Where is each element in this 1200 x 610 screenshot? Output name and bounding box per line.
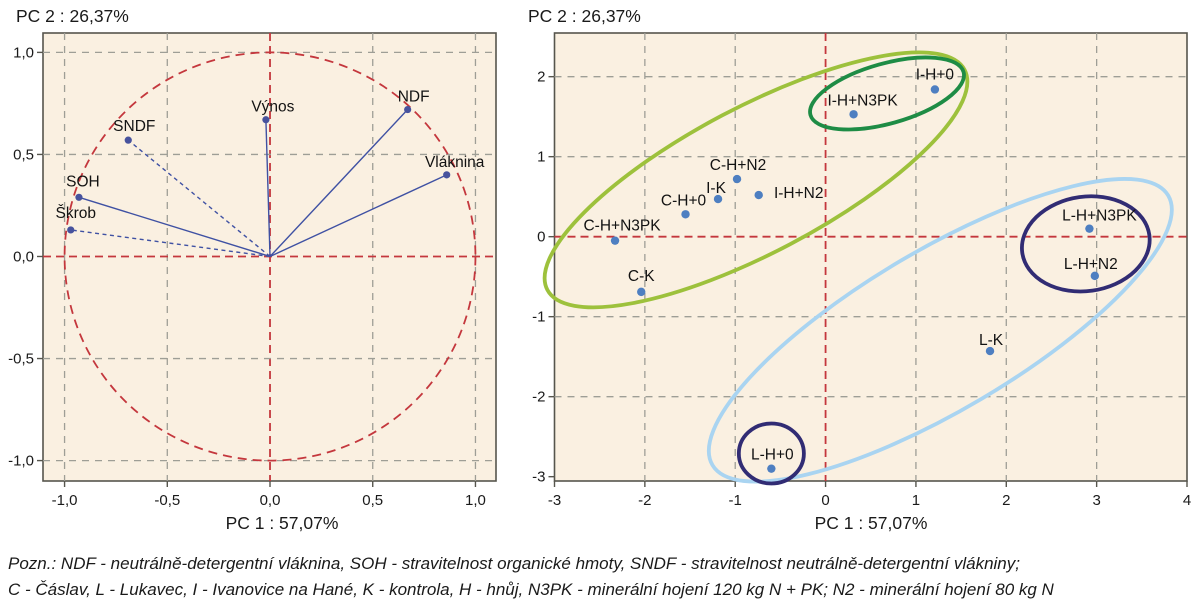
y-tick-label: -1 bbox=[532, 309, 545, 326]
variable-label-Výnos: Výnos bbox=[251, 99, 294, 116]
x-tick-label: -1,0 bbox=[52, 492, 78, 509]
sample-point-C-K bbox=[637, 287, 646, 297]
sample-label-L-K: L-K bbox=[979, 332, 1004, 349]
loadings-plot: -1,0 -0,5 0,0 0,5 1,0 1,0 0,5 0,0 -0,5 -1,0 Výnos N… bbox=[8, 32, 497, 509]
x-tick-label: -2 bbox=[638, 492, 651, 509]
variable-vector-SOH bbox=[78, 196, 271, 258]
right-plot-title: PC 2 : 26,37% bbox=[528, 6, 641, 26]
x-tick-label: 1 bbox=[912, 492, 920, 509]
x-tick-label: -0,5 bbox=[154, 492, 180, 509]
group-ellipse-navy-3 bbox=[1020, 194, 1152, 294]
sample-label-L-H+N2: L-H+N2 bbox=[1064, 256, 1118, 273]
sample-point-L-H+0 bbox=[767, 464, 776, 473]
sample-point-L-H+N3PK bbox=[1085, 224, 1094, 233]
sample-label-C-K: C-K bbox=[628, 268, 655, 285]
variable-point-Vláknina bbox=[443, 171, 451, 179]
group-ellipse-navy-4 bbox=[736, 421, 806, 486]
y-tick-label: -0,5 bbox=[8, 351, 34, 368]
variable-vector-Škrob bbox=[70, 229, 271, 258]
sample-point-I-H+0 bbox=[930, 85, 940, 94]
variable-label-SNDF: SNDF bbox=[113, 118, 155, 135]
sample-label-C-H+N3PK: C-H+N3PK bbox=[583, 218, 661, 235]
variable-vector-NDF bbox=[269, 109, 409, 257]
variable-label-Vláknina: Vláknina bbox=[425, 154, 485, 171]
x-tick-label: 3 bbox=[1092, 492, 1100, 509]
variable-point-SNDF bbox=[124, 136, 132, 144]
group-ellipse-dark_green-2 bbox=[808, 55, 966, 132]
y-tick-label: 0 bbox=[537, 229, 545, 246]
sample-label-I-K: I-K bbox=[706, 180, 726, 197]
y-tick-label: 0,5 bbox=[13, 146, 34, 163]
left-plot-xaxis-title: PC 1 : 57,07% bbox=[226, 513, 339, 533]
sample-point-I-H+N2 bbox=[754, 190, 763, 200]
sample-label-L-H+N3PK: L-H+N3PK bbox=[1062, 208, 1137, 225]
x-tick-label: -1 bbox=[729, 492, 742, 509]
y-tick-label: -2 bbox=[532, 389, 545, 406]
y-tick-label: 1 bbox=[537, 149, 545, 166]
variable-label-NDF: NDF bbox=[398, 89, 430, 106]
variable-vector-Vláknina bbox=[269, 174, 447, 258]
right-plot-xaxis-title: PC 1 : 57,07% bbox=[815, 513, 928, 533]
figure-caption: Pozn.: NDF - neutrálně-detergentní vlákn… bbox=[8, 551, 1054, 603]
caption-line-1: Pozn.: NDF - neutrálně-detergentní vlákn… bbox=[8, 554, 1020, 573]
unit-circle bbox=[63, 51, 477, 462]
x-tick-label: 2 bbox=[1002, 492, 1010, 509]
y-tick-label: -1,0 bbox=[8, 453, 34, 470]
variable-label-Škrob: Škrob bbox=[55, 205, 96, 222]
sample-label-C-H+N2: C-H+N2 bbox=[710, 157, 766, 174]
y-tick-label: -3 bbox=[532, 469, 545, 486]
left-plot-title: PC 2 : 26,37% bbox=[16, 6, 129, 26]
x-tick-label: 1,0 bbox=[465, 492, 486, 509]
x-tick-label: -3 bbox=[548, 492, 561, 509]
sample-label-L-H+0: L-H+0 bbox=[751, 447, 794, 464]
sample-label-I-H+0: I-H+0 bbox=[916, 66, 955, 83]
sample-point-C-H+N3PK bbox=[610, 236, 620, 245]
sample-point-L-H+N2 bbox=[1090, 271, 1100, 281]
pca-plots-canvas: -1,0 -0,5 0,0 0,5 1,0 1,0 0,5 0,0 -0,5 -1,0 Výnos N… bbox=[8, 6, 1191, 533]
plot-area bbox=[553, 32, 1188, 482]
variable-point-Výnos bbox=[262, 116, 270, 124]
sample-point-I-K bbox=[713, 194, 723, 204]
scores-plot: -3 -2 -1 0 1 2 3 4 2 1 0 -1 -2 -3 I-H+0 I-H+N3PK C-H+N2 I… bbox=[532, 32, 1191, 509]
variable-point-SOH bbox=[75, 193, 83, 201]
sample-point-I-H+N3PK bbox=[849, 110, 858, 119]
variable-point-Škrob bbox=[67, 226, 75, 234]
x-tick-label: 0 bbox=[821, 492, 829, 509]
sample-point-C-H+0 bbox=[681, 210, 690, 219]
y-tick-label: 1,0 bbox=[13, 44, 34, 61]
sample-point-L-K bbox=[985, 346, 995, 356]
caption-line-2: C - Čáslav, L - Lukavec, I - Ivanovice n… bbox=[8, 580, 1054, 599]
variable-label-SOH: SOH bbox=[66, 173, 100, 190]
x-tick-label: 0,5 bbox=[362, 492, 383, 509]
x-tick-label: 0,0 bbox=[260, 492, 281, 509]
variable-vector-Výnos bbox=[265, 119, 271, 257]
sample-label-I-H+N2: I-H+N2 bbox=[774, 185, 824, 202]
y-tick-label: 0,0 bbox=[13, 248, 34, 265]
sample-label-I-H+N3PK: I-H+N3PK bbox=[827, 92, 898, 109]
variable-vector-SNDF bbox=[127, 139, 271, 258]
variable-point-NDF bbox=[404, 105, 412, 114]
y-tick-label: 2 bbox=[537, 69, 545, 86]
group-ellipse-light_blue-1 bbox=[706, 177, 1174, 484]
sample-point-C-H+N2 bbox=[732, 174, 742, 184]
x-tick-label: 4 bbox=[1183, 492, 1191, 509]
sample-label-C-H+0: C-H+0 bbox=[661, 192, 707, 209]
